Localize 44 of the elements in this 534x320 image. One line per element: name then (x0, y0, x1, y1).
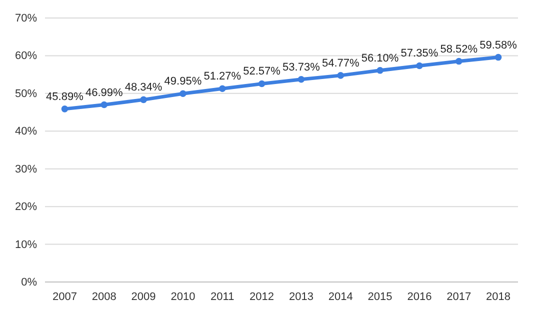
x-tick-label: 2017 (446, 290, 472, 303)
point (416, 62, 423, 70)
x-tick-label: 2012 (250, 290, 274, 303)
point (100, 101, 108, 108)
point (494, 54, 502, 61)
x-tick-label: 2018 (486, 290, 511, 303)
data-label: 56.10% (361, 52, 399, 64)
data-label: 49.95% (164, 76, 202, 88)
y-tick-label: 0% (21, 276, 38, 289)
x-tick-label: 2008 (92, 290, 116, 303)
point (180, 90, 186, 97)
y-tick-label: 40% (14, 126, 38, 138)
data-label: 48.34% (124, 82, 162, 94)
point (376, 67, 384, 74)
data-label: 59.58% (480, 39, 518, 52)
point (298, 76, 305, 83)
data-label: 52.57% (243, 66, 281, 78)
data-label: 54.77% (322, 57, 360, 70)
x-tick-label: 2007 (52, 290, 77, 303)
x-tick-label: 2011 (210, 290, 234, 303)
y-tick-label: 10% (14, 238, 38, 251)
y-tick-label: 50% (14, 88, 38, 100)
point (218, 85, 226, 92)
data-label: 51.27% (204, 70, 242, 83)
x-tick-label: 2016 (407, 290, 432, 303)
data-label: 46.99% (85, 86, 123, 99)
x-tick-label: 2013 (288, 290, 314, 303)
data-label: 45.89% (46, 90, 84, 103)
data-label: 57.35% (400, 48, 438, 60)
x-tick-label: 2009 (131, 290, 156, 303)
x-tick-label: 2010 (170, 290, 196, 303)
y-tick-label: 20% (14, 201, 38, 214)
x-tick-label: 2015 (368, 290, 392, 303)
point (258, 80, 266, 88)
y-tick-label: 30% (14, 163, 38, 176)
point (140, 96, 147, 104)
y-tick-label: 70% (14, 12, 38, 25)
y-tick-label: 60% (14, 50, 38, 62)
point (455, 58, 462, 65)
data-label: 58.52% (440, 43, 478, 56)
data-label: 53.73% (282, 61, 320, 74)
point (61, 106, 68, 112)
x-tick-label: 2014 (328, 290, 353, 303)
point (337, 72, 344, 79)
